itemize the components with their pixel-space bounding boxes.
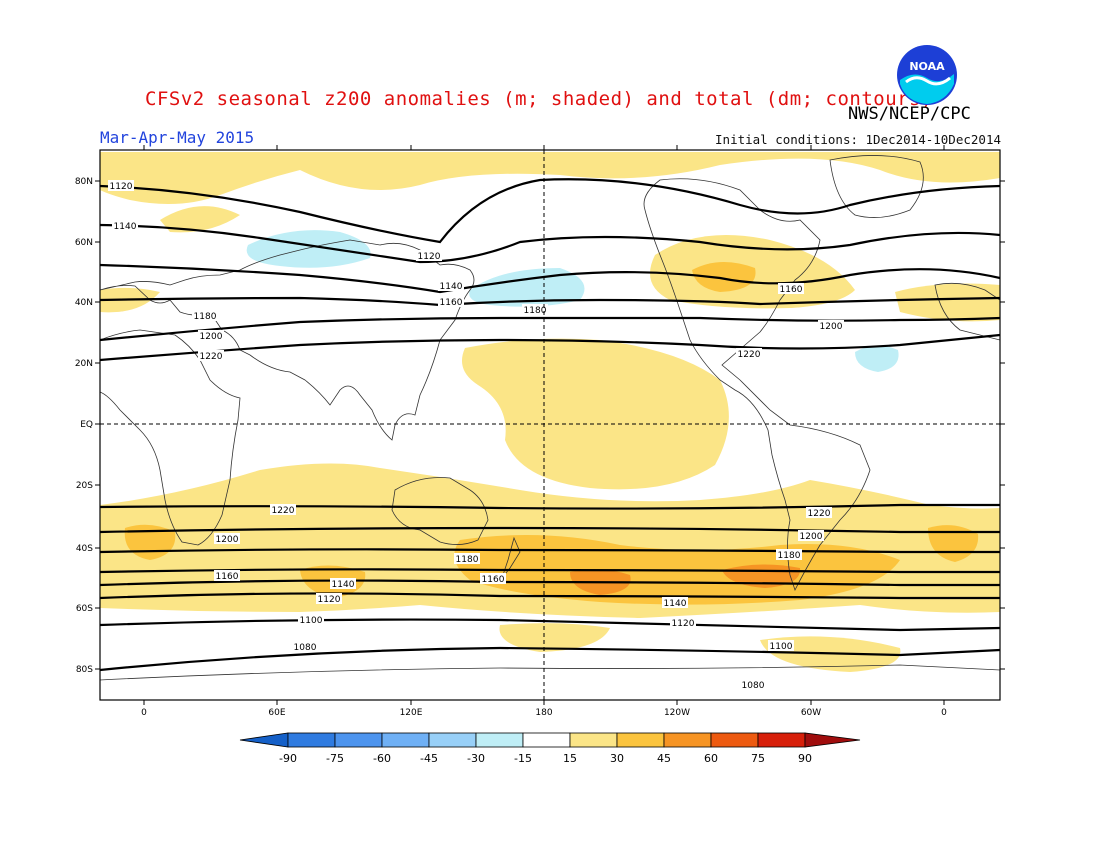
colorbar-bin (381, 732, 430, 748)
colorbar-bin (663, 732, 712, 748)
colorbar-label: 75 (751, 752, 765, 765)
lat-label: 40S (76, 544, 93, 554)
contour-label: 1080 (294, 643, 317, 653)
lat-label: 20S (76, 481, 93, 491)
agency-label: NWS/NCEP/CPC (848, 104, 971, 124)
contour-label: 1160 (780, 285, 803, 295)
colorbar-label: 45 (657, 752, 671, 765)
lon-label: 180 (535, 708, 552, 718)
noaa-logo-text: NOAA (909, 60, 945, 73)
lon-label: 0 (141, 708, 147, 718)
colorbar-label: 30 (610, 752, 624, 765)
contour-label: 1160 (216, 572, 239, 582)
lon-label: 120W (664, 708, 690, 718)
coastlines (100, 155, 1000, 681)
contour-label: 1120 (318, 595, 341, 605)
colorbar-bin (569, 732, 618, 748)
latitude-axis: 80N 60N 40N 20N EQ 20S 40S 60S 80S (75, 177, 1005, 675)
contour-label: 1180 (456, 555, 479, 565)
colorbar-label: -45 (420, 752, 438, 765)
contour-label: 1100 (770, 642, 793, 652)
lon-label: 60E (268, 708, 285, 718)
anomaly-shading (100, 152, 1000, 672)
contour-label: 1220 (738, 350, 761, 360)
plot-frame (99, 149, 1001, 701)
contour-label: 1140 (440, 282, 463, 292)
lon-label: 60W (801, 708, 821, 718)
colorbar-bin (475, 732, 524, 748)
contour-label: 1200 (800, 532, 823, 542)
contour-label: 1180 (194, 312, 217, 322)
colorbar-bin (757, 732, 806, 748)
colorbar-arrow-high (804, 732, 861, 748)
contour-label: 1140 (664, 599, 687, 609)
contour-label: 1220 (200, 352, 223, 362)
contour-label: 1120 (110, 182, 133, 192)
height-contours (100, 178, 1000, 672)
colorbar-bin (334, 732, 383, 748)
lat-label: 20N (75, 359, 93, 369)
lon-label: 120E (400, 708, 423, 718)
lat-label: EQ (80, 420, 93, 430)
colorbar-label: -30 (467, 752, 485, 765)
contour-labels: 1120 1120 1140 1140 1160 1160 1180 1180 … (108, 180, 844, 691)
lat-label: 60S (76, 604, 93, 614)
colorbar-bin (428, 732, 477, 748)
contour-label: 1160 (440, 298, 463, 308)
contour-label: 1180 (524, 306, 547, 316)
lat-label: 60N (75, 238, 93, 248)
colorbar: -90 -75 -60 -45 -30 -15 15 30 45 60 75 90 (239, 732, 861, 765)
colorbar-bin (710, 732, 759, 748)
initial-conditions-label: Initial conditions: 1Dec2014-10Dec2014 (715, 132, 1001, 147)
colorbar-label: 15 (563, 752, 577, 765)
colorbar-label: -60 (373, 752, 391, 765)
lat-label: 80S (76, 665, 93, 675)
colorbar-label: -75 (326, 752, 344, 765)
colorbar-label: 90 (798, 752, 812, 765)
contour-label: 1220 (808, 509, 831, 519)
colorbar-bin (522, 732, 571, 748)
contour-label: 1100 (300, 616, 323, 626)
lat-label: 40N (75, 298, 93, 308)
colorbar-label: 60 (704, 752, 718, 765)
longitude-axis: 0 60E 120E 180 120W 60W 0 (141, 145, 947, 718)
map-plot-area: 1120 1120 1140 1140 1160 1160 1180 1180 … (100, 150, 1000, 700)
contour-label: 1120 (418, 252, 441, 262)
lat-label: 80N (75, 177, 93, 187)
colorbar-bin (616, 732, 665, 748)
colorbar-arrow-low (239, 732, 289, 748)
contour-label: 1140 (114, 222, 137, 232)
colorbar-label: -15 (514, 752, 532, 765)
contour-label: 1140 (332, 580, 355, 590)
contour-label: 1160 (482, 575, 505, 585)
lon-label: 0 (941, 708, 947, 718)
map-title: CFSv2 seasonal z200 anomalies (m; shaded… (145, 88, 933, 110)
contour-label: 1180 (778, 551, 801, 561)
noaa-logo-icon: NOAA (897, 45, 957, 105)
colorbar-bin (287, 732, 336, 748)
season-label: Mar-Apr-May 2015 (100, 128, 255, 147)
contour-label: 1200 (216, 535, 239, 545)
contour-label: 1200 (820, 322, 843, 332)
contour-label: 1120 (672, 619, 695, 629)
colorbar-label: -90 (279, 752, 297, 765)
contour-label: 1080 (742, 681, 765, 691)
contour-label: 1220 (272, 506, 295, 516)
contour-label: 1200 (200, 332, 223, 342)
